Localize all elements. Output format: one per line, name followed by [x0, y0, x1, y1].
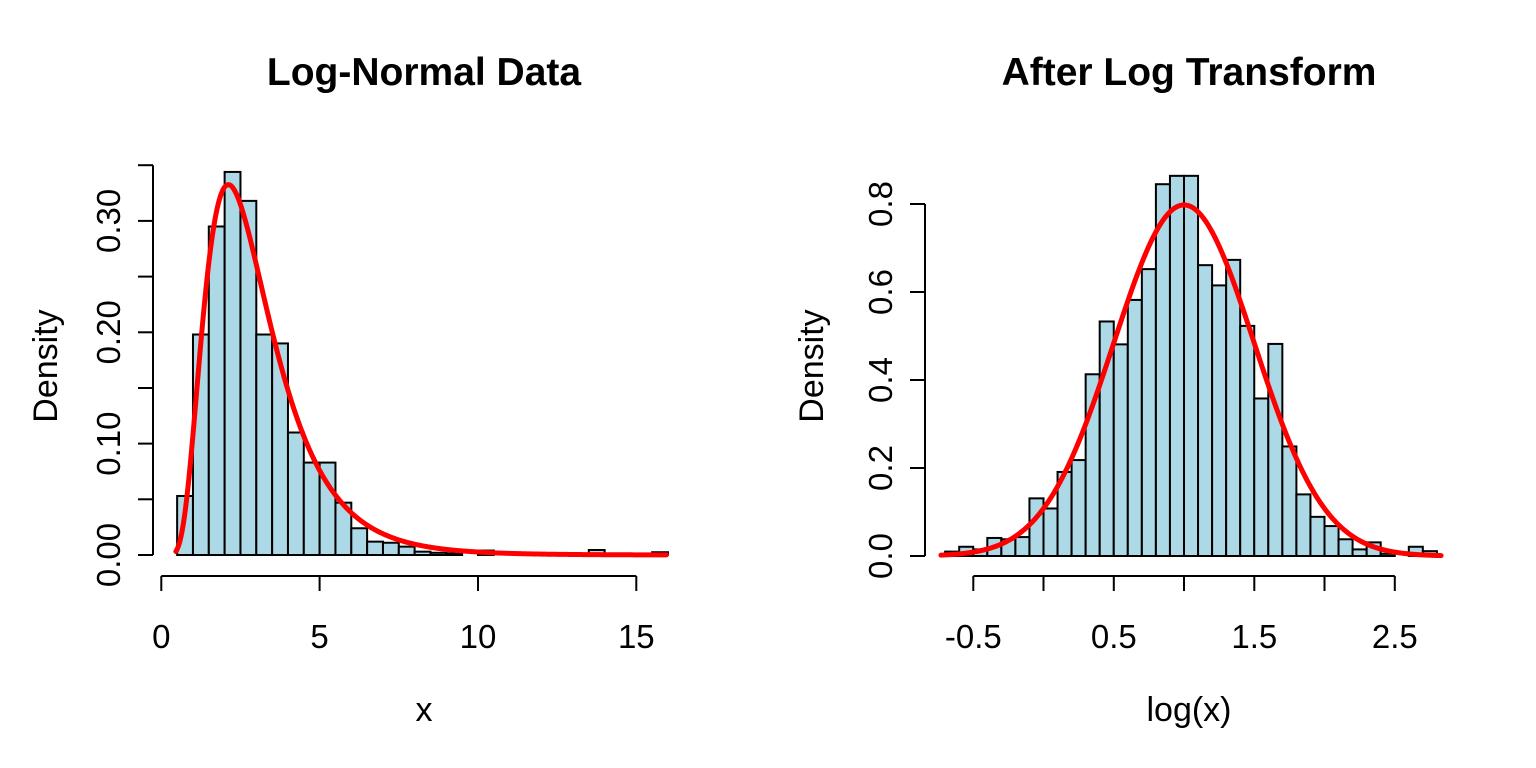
- x-tick-label: 2.5: [1372, 618, 1418, 655]
- x-tick-label: -0.5: [945, 618, 1002, 655]
- histogram-bar: [1126, 298, 1143, 557]
- histogram-bar: [1154, 183, 1171, 557]
- histogram-bar: [302, 461, 321, 557]
- y-tick-label: 0.20: [90, 300, 127, 364]
- x-tick-label: 0: [152, 618, 170, 655]
- histogram-bar: [223, 170, 242, 556]
- histogram-bar: [1253, 397, 1270, 558]
- y-tick-label: 0.10: [90, 411, 127, 475]
- histogram-bar: [350, 527, 369, 557]
- y-tick-label: 0.4: [862, 357, 899, 403]
- y-tick-label: 0.0: [862, 533, 899, 579]
- y-tick-label: 0.8: [862, 181, 899, 227]
- right-histogram-panel: 0.0 0.2 0.4 0.6 0.8 -0.5 0.5 1.5 2.5: [862, 174, 1444, 655]
- histogram-bar: [1042, 507, 1059, 558]
- histogram-bar: [1014, 536, 1031, 558]
- histogram-bar: [1112, 343, 1129, 557]
- right-plot-title: After Log Transform: [1001, 51, 1377, 94]
- histogram-bar: [1323, 525, 1340, 558]
- histogram-bar: [1267, 342, 1284, 558]
- histogram-bar: [1028, 497, 1045, 557]
- histogram-bar: [1309, 515, 1326, 558]
- histogram-bar: [1337, 538, 1354, 558]
- histogram-bar: [1168, 174, 1185, 557]
- y-tick-label: 0.30: [90, 189, 127, 253]
- histogram-bar: [1239, 324, 1256, 557]
- histogram-bar: [429, 551, 448, 557]
- histogram-bar: [1140, 268, 1157, 557]
- density-curve: [938, 202, 1444, 559]
- histogram-bar: [397, 545, 416, 557]
- x-tick-label: 0.5: [1091, 618, 1137, 655]
- histogram-bar: [1197, 264, 1214, 557]
- histogram-bar: [1211, 284, 1228, 557]
- histogram-bar: [1281, 445, 1298, 557]
- histogram-bar: [413, 550, 432, 556]
- right-y-axis-label: Density: [793, 309, 831, 423]
- histogram-bar: [1351, 548, 1368, 558]
- histogram-bar: [1295, 493, 1312, 557]
- histogram-bar: [1225, 258, 1242, 557]
- histogram-bar: [445, 552, 464, 557]
- left-plot-title: Log-Normal Data: [266, 51, 582, 94]
- x-tick-label: 15: [618, 618, 655, 655]
- left-histogram-panel: 0.00 0.10 0.20 0.30 0 5 10 15: [90, 164, 669, 655]
- left-y-axis-label: Density: [27, 309, 65, 423]
- histogram-bar: [366, 540, 384, 557]
- y-tick-label: 0.2: [862, 445, 899, 491]
- histogram-bar: [1379, 552, 1396, 557]
- y-tick-label: 0.6: [862, 269, 899, 315]
- histogram-bar: [1070, 459, 1087, 557]
- x-tick-label: 1.5: [1231, 618, 1277, 655]
- histogram-bar: [286, 431, 305, 556]
- left-x-axis-label: x: [415, 691, 433, 729]
- histogram-bar: [207, 225, 226, 557]
- x-tick-label: 5: [310, 618, 328, 655]
- y-tick-label: 0.00: [90, 523, 127, 587]
- histogram-bar: [255, 333, 274, 557]
- right-x-axis-label: log(x): [1146, 691, 1232, 729]
- histogram-bar: [381, 541, 400, 556]
- histogram-bar: [1183, 174, 1200, 557]
- density-curve: [173, 182, 669, 558]
- x-tick-label: 10: [460, 618, 497, 655]
